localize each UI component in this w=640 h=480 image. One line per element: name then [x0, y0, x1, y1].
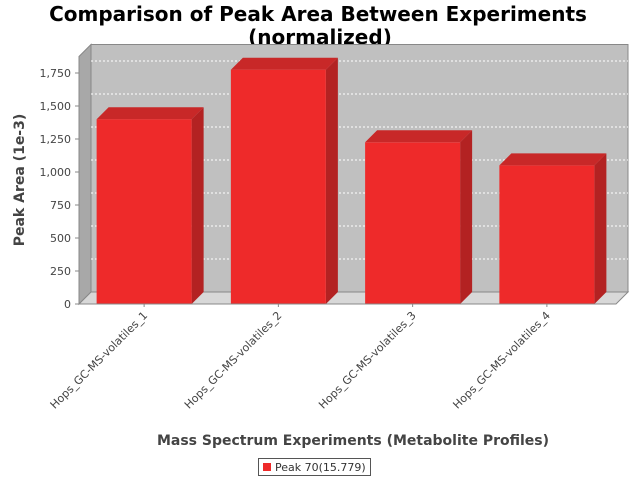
bar-side [325, 57, 338, 305]
bar-side [460, 130, 473, 304]
bar [230, 57, 338, 305]
x-tick-label: Hops_GC-MS-volatiles_1 [48, 309, 151, 412]
bar-top [365, 130, 473, 143]
bar-top [230, 57, 338, 70]
y-tick-label: 750 [50, 199, 71, 212]
bar-front [365, 142, 461, 304]
legend-label: Peak 70(15.779) [275, 460, 366, 474]
x-axis: Hops_GC-MS-volatiles_1 Hops_GC-MS-volatil… [48, 303, 616, 412]
x-tick-label: Hops_GC-MS-volatiles_3 [316, 309, 419, 412]
bar-top [96, 107, 204, 120]
bar-side [191, 107, 204, 304]
x-tick-label: Hops_GC-MS-volatiles_4 [450, 309, 553, 412]
y-tick-label: 1,500 [40, 100, 72, 113]
chart-title: Comparison of Peak Area Between Experime… [49, 2, 587, 26]
y-tick-label: 1,750 [40, 67, 72, 80]
bar-front [230, 69, 326, 304]
y-tick-label: 0 [64, 298, 71, 311]
y-axis: 0 250 500 750 1,000 1,250 1,500 1,750 [40, 56, 80, 311]
bar [96, 107, 204, 304]
y-axis-label: Peak Area (1e-3) [12, 114, 28, 247]
bar [365, 130, 473, 304]
y-tick-label: 250 [50, 265, 71, 278]
y-tick-label: 1,000 [40, 166, 72, 179]
x-axis-label: Mass Spectrum Experiments (Metabolite Pr… [157, 433, 549, 449]
bar-front [96, 119, 192, 304]
bar-top [499, 153, 607, 166]
legend-swatch [263, 463, 271, 471]
bar-side [594, 153, 607, 304]
legend: Peak 70(15.779) [258, 458, 371, 476]
bar [499, 153, 607, 304]
bars [96, 57, 607, 305]
y-tick-label: 1,250 [40, 133, 72, 146]
y-tick-label: 500 [50, 232, 71, 245]
plot-left-wall [78, 43, 92, 306]
x-tick-label: Hops_GC-MS-volatiles_2 [182, 309, 285, 412]
bar-front [499, 165, 595, 304]
